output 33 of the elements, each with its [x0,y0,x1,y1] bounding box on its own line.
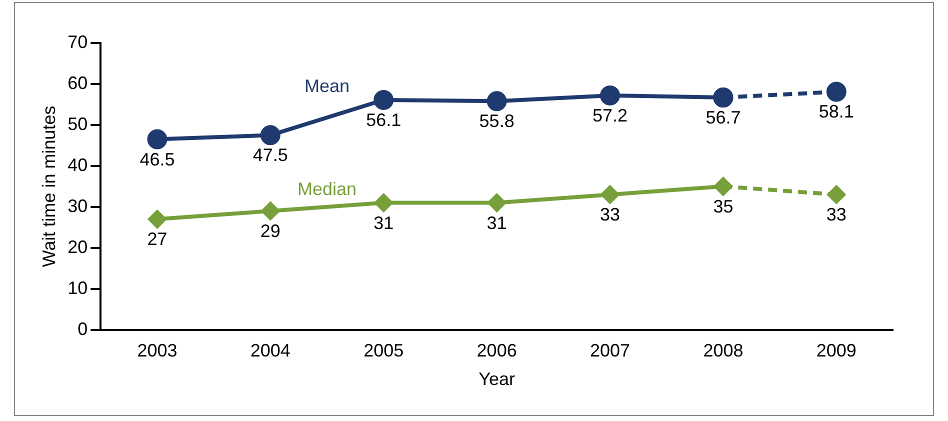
data-label: 56.1 [366,110,402,130]
x-tick-label: 2003 [137,340,178,361]
y-tick-label: 10 [68,278,88,298]
data-label: 47.5 [252,145,288,166]
data-label: 31 [374,212,394,233]
x-tick-label: 2008 [703,340,744,361]
x-tick-label: 2005 [364,340,404,361]
y-tick-label: 40 [68,154,88,175]
data-label: 56.7 [706,107,741,128]
data-label: 29 [260,220,280,241]
y-tick-label: 0 [78,318,88,339]
data-label: 57.2 [592,105,628,126]
y-tick-label: 50 [68,114,88,134]
series-label: Mean [304,76,350,96]
y-tick-label: 30 [68,196,88,216]
y-tick-label: 20 [68,236,88,257]
data-label: 33 [600,204,620,225]
x-axis-title: Year [478,369,515,390]
data-label: 58.1 [818,102,854,122]
data-label: 33 [826,204,846,225]
y-tick-label: 60 [68,72,88,93]
data-label: 55.8 [479,111,514,132]
data-label: 31 [486,212,507,233]
series-label: Median [297,178,357,199]
y-tick-label: 70 [68,32,88,52]
x-tick-label: 2006 [476,340,517,361]
x-tick-label: 2004 [250,340,290,361]
y-axis-title: Wait time in minutes [38,106,59,268]
x-tick-label: 2009 [816,340,856,361]
data-label: 46.5 [140,149,175,170]
data-label: 35 [713,196,734,216]
x-tick-label: 2007 [590,340,630,361]
data-label: 27 [147,229,168,250]
